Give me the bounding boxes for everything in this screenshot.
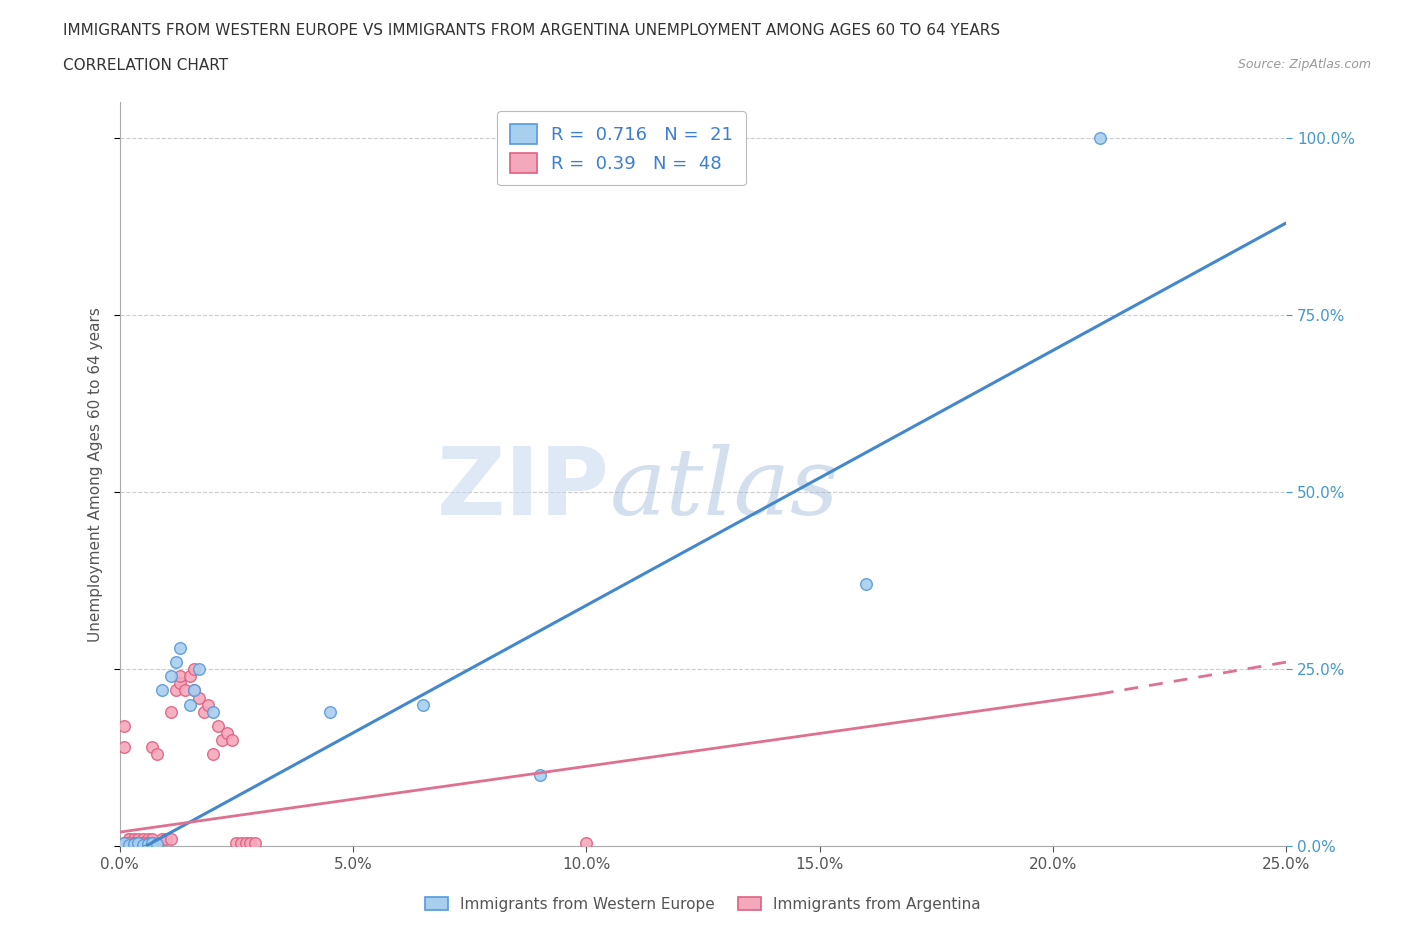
Point	[150, 831, 173, 846]
Text: Source: ZipAtlas.com: Source: ZipAtlas.com	[1237, 58, 1371, 71]
Point	[112, 835, 135, 850]
Point	[318, 704, 340, 719]
Point	[243, 835, 266, 850]
Point	[160, 704, 183, 719]
Point	[141, 831, 163, 846]
Point	[141, 739, 163, 754]
Point	[146, 837, 169, 852]
Point	[193, 704, 215, 719]
Point	[179, 669, 201, 684]
Point	[160, 669, 183, 684]
Point	[183, 683, 205, 698]
Point	[1088, 130, 1111, 145]
Point	[183, 662, 205, 677]
Point	[112, 718, 135, 733]
Point	[136, 831, 159, 846]
Point	[136, 837, 159, 852]
Point	[132, 835, 155, 850]
Point	[221, 733, 243, 748]
Point	[201, 747, 224, 762]
Point	[112, 835, 135, 850]
Point	[122, 831, 145, 846]
Point	[179, 698, 201, 712]
Text: IMMIGRANTS FROM WESTERN EUROPE VS IMMIGRANTS FROM ARGENTINA UNEMPLOYMENT AMONG A: IMMIGRANTS FROM WESTERN EUROPE VS IMMIGR…	[63, 23, 1001, 38]
Text: atlas: atlas	[610, 445, 839, 534]
Point	[127, 836, 149, 851]
Point	[211, 733, 233, 748]
Point	[215, 725, 238, 740]
Text: CORRELATION CHART: CORRELATION CHART	[63, 58, 228, 73]
Point	[146, 747, 169, 762]
Point	[155, 831, 177, 846]
Point	[118, 835, 141, 850]
Point	[169, 669, 191, 684]
Point	[197, 698, 219, 712]
Point	[529, 768, 551, 783]
Point	[229, 835, 252, 850]
Point	[183, 683, 205, 698]
Point	[173, 683, 195, 698]
Point	[165, 655, 187, 670]
Point	[169, 641, 191, 656]
Point	[207, 718, 229, 733]
Point	[855, 577, 877, 591]
Point	[141, 835, 163, 850]
Point	[118, 837, 141, 852]
Point	[225, 835, 247, 850]
Point	[127, 835, 149, 850]
Point	[201, 704, 224, 719]
Text: ZIP: ZIP	[437, 444, 610, 535]
Point	[141, 835, 163, 850]
Point	[136, 835, 159, 850]
Point	[575, 835, 598, 850]
Point	[127, 831, 149, 846]
Point	[132, 831, 155, 846]
Point	[187, 662, 209, 677]
Point	[112, 739, 135, 754]
Point	[235, 835, 257, 850]
Point	[160, 831, 183, 846]
Point	[132, 835, 155, 850]
Point	[150, 683, 173, 698]
Legend: Immigrants from Western Europe, Immigrants from Argentina: Immigrants from Western Europe, Immigran…	[419, 890, 987, 918]
Point	[122, 835, 145, 850]
Legend: R =  0.716   N =  21, R =  0.39   N =  48: R = 0.716 N = 21, R = 0.39 N = 48	[496, 112, 745, 185]
Point	[239, 835, 262, 850]
Point	[136, 835, 159, 850]
Point	[127, 835, 149, 850]
Point	[187, 690, 209, 705]
Point	[118, 831, 141, 846]
Point	[412, 698, 434, 712]
Point	[118, 835, 141, 850]
Point	[132, 837, 155, 852]
Point	[169, 676, 191, 691]
Point	[165, 683, 187, 698]
Point	[122, 835, 145, 850]
Y-axis label: Unemployment Among Ages 60 to 64 years: Unemployment Among Ages 60 to 64 years	[87, 307, 103, 642]
Point	[122, 837, 145, 852]
Point	[118, 831, 141, 846]
